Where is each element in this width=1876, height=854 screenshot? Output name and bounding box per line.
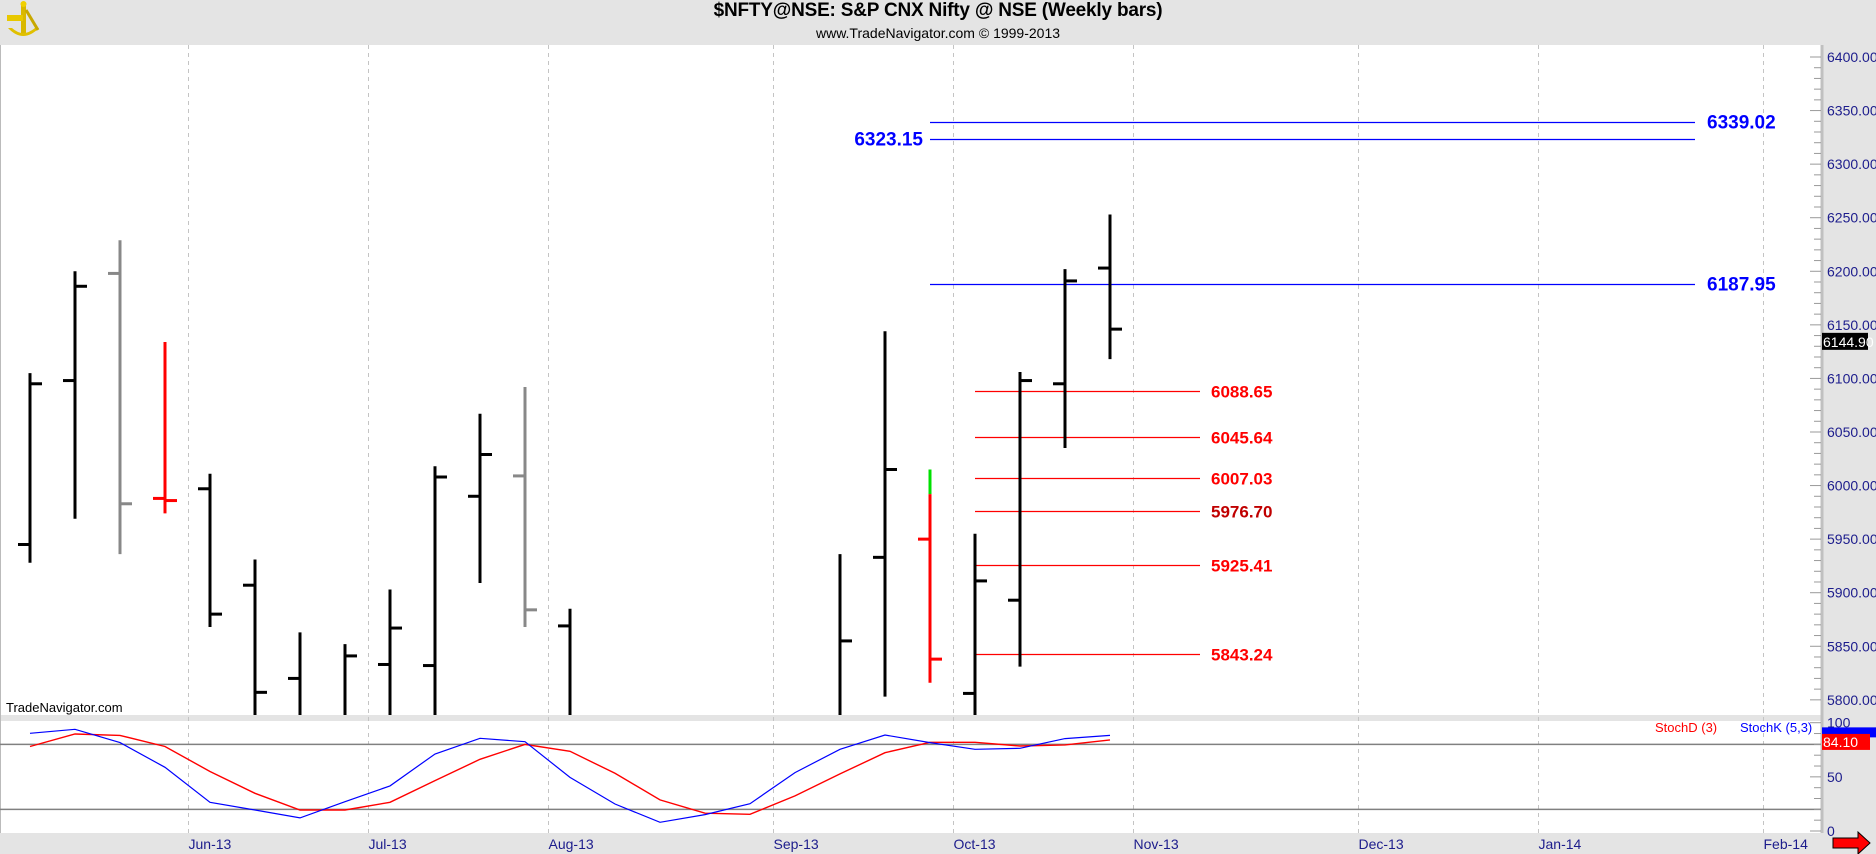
ohlc-bar: [423, 466, 447, 715]
ohlc-bar: [18, 373, 42, 563]
price-tick-label: 6000.00: [1827, 478, 1876, 494]
ohlc-bar: [343, 644, 357, 715]
support-label: 5925.41: [1211, 557, 1272, 576]
support-label: 5976.70: [1211, 503, 1272, 522]
scroll-right-arrow-icon[interactable]: [1832, 830, 1871, 854]
price-tick-label: 5800.00: [1827, 692, 1876, 708]
ohlc-bar: [963, 533, 987, 715]
ohlc-bar: [558, 608, 572, 715]
support-label: 6007.03: [1211, 470, 1272, 489]
support-label: 6045.64: [1211, 429, 1273, 448]
last-price-marker: [1822, 332, 1868, 350]
stochk-legend: StochK (5,3): [1740, 720, 1812, 735]
resistance-label: 6323.15: [854, 130, 923, 151]
price-tick-label: 6050.00: [1827, 424, 1876, 440]
ohlc-bar: [918, 469, 942, 683]
ohlc-bar: [1098, 214, 1122, 360]
chart-title: $NFTY@NSE: S&P CNX Nifty @ NSE (Weekly b…: [713, 0, 1163, 21]
month-label: Sep-13: [774, 836, 819, 852]
stoch-tick-label: 50: [1827, 769, 1843, 785]
ohlc-bar: [288, 632, 302, 715]
ohlc-bar: [378, 589, 402, 715]
ohlc-bar: [513, 386, 537, 627]
ohlc-bar: [108, 240, 132, 555]
month-label: Oct-13: [954, 836, 996, 852]
price-tick-label: 6400.00: [1827, 49, 1876, 65]
stochd-last-marker: [1822, 733, 1870, 750]
stochd-legend: StochD (3): [1655, 720, 1717, 735]
month-label: Jul-13: [369, 836, 407, 852]
month-label: Jun-13: [189, 836, 232, 852]
price-tick-label: 6150.00: [1827, 317, 1876, 333]
ohlc-bar: [838, 554, 852, 715]
price-panel[interactable]: [0, 45, 1821, 715]
ohlc-bar: [153, 341, 177, 514]
stochk-line: [29, 728, 1111, 823]
trade-navigator-logo: [2, 0, 46, 47]
ohlc-bar: [243, 559, 267, 715]
ohlc-bar: [873, 331, 897, 697]
price-tick-label: 5900.00: [1827, 585, 1876, 601]
ohlc-bar: [1008, 371, 1032, 667]
ohlc-bar: [468, 413, 492, 584]
price-tick-label: 6300.00: [1827, 156, 1876, 172]
month-label: Jan-14: [1539, 836, 1582, 852]
support-label: 6088.65: [1211, 383, 1272, 402]
stochastic-panel[interactable]: [0, 721, 1821, 833]
month-label: Aug-13: [549, 836, 594, 852]
month-label: Feb-14: [1764, 836, 1809, 852]
price-tick-label: 6200.00: [1827, 263, 1876, 279]
stoch-tick-label: 100: [1827, 715, 1851, 731]
ohlc-bar: [1053, 269, 1077, 449]
last-price-value: 6144.90: [1823, 334, 1874, 350]
price-tick-label: 6250.00: [1827, 210, 1876, 226]
ohlc-bar: [63, 271, 87, 519]
stochk-last-marker: [1822, 727, 1876, 738]
price-tick-label: 6100.00: [1827, 370, 1876, 386]
month-label: Nov-13: [1134, 836, 1179, 852]
price-tick-label: 6350.00: [1827, 103, 1876, 119]
month-label: Dec-13: [1359, 836, 1404, 852]
stoch-tick-label: 0: [1827, 823, 1835, 839]
watermark: TradeNavigator.com: [6, 700, 123, 715]
support-label: 5843.24: [1211, 646, 1273, 665]
chart-subtitle: www.TradeNavigator.com © 1999-2013: [815, 25, 1061, 41]
resistance-label: 6339.02: [1707, 113, 1776, 134]
stochd-last-value: 84.10: [1823, 734, 1858, 750]
resistance-label: 6187.95: [1707, 275, 1776, 296]
ohlc-bar: [198, 473, 222, 627]
price-tick-label: 5950.00: [1827, 531, 1876, 547]
price-tick-label: 5850.00: [1827, 638, 1876, 654]
